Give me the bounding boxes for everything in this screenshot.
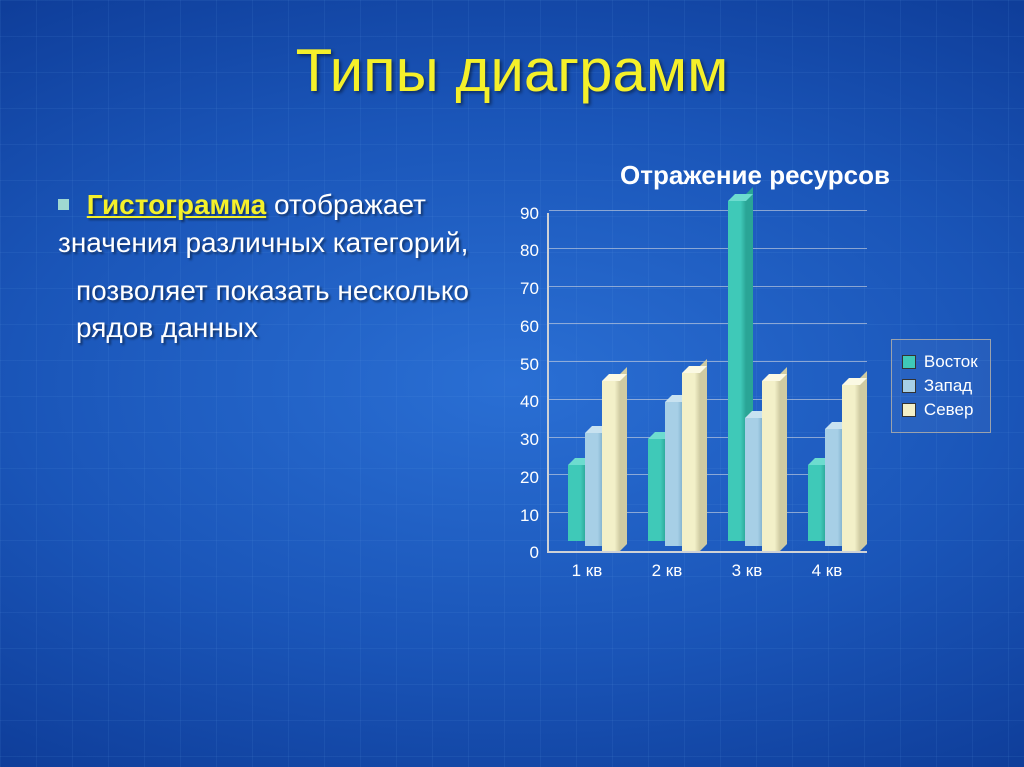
chart-legend: Восток Запад Север [891,339,991,433]
bar [842,385,860,551]
chart-title: Отражение ресурсов [520,160,990,191]
legend-swatch [902,379,916,393]
page-title: Типы диаграмм [0,36,1024,105]
bar [762,381,780,551]
desc-line2: позволяет показать несколько рядов данны… [76,272,478,348]
gridline [549,286,867,287]
bullet-icon [58,199,69,210]
legend-item: Запад [902,376,978,396]
bar [745,418,763,546]
bar [648,439,666,541]
legend-swatch [902,355,916,369]
bar [568,465,586,541]
gridline [549,210,867,211]
legend-label: Запад [924,376,972,396]
bar [825,429,843,546]
legend-item: Север [902,400,978,420]
gridline [549,361,867,362]
bar [808,465,826,541]
chart-panel: Отражение ресурсов 9080706050403020100 1… [520,160,990,581]
description-text: Гистограмма отображает значения различны… [58,186,478,347]
y-axis-labels: 9080706050403020100 [520,213,547,553]
legend-label: Восток [924,352,978,372]
bar [602,381,620,551]
x-axis-labels: 1 кв2 кв3 кв4 кв [547,553,867,581]
bar [665,402,683,546]
x-tick-label: 1 кв [547,561,627,581]
legend-label: Север [924,400,973,420]
x-tick-label: 4 кв [787,561,867,581]
histogram-link[interactable]: Гистограмма [87,189,266,220]
legend-item: Восток [902,352,978,372]
gridline [549,399,867,400]
gridline [549,248,867,249]
bar [585,433,603,546]
bar [682,373,700,551]
x-tick-label: 3 кв [707,561,787,581]
legend-swatch [902,403,916,417]
x-tick-label: 2 кв [627,561,707,581]
gridline [549,323,867,324]
chart-plot-area [547,213,867,553]
bar [728,201,746,541]
